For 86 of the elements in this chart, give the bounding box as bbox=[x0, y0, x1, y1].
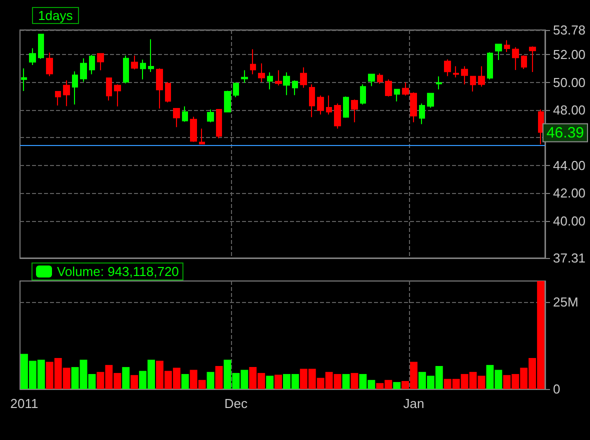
y-tick-label: 50.00 bbox=[553, 74, 586, 90]
candlestick bbox=[385, 78, 392, 97]
y-tick-label: 42.00 bbox=[553, 186, 586, 201]
candlestick bbox=[114, 84, 121, 107]
candlestick bbox=[21, 68, 27, 92]
candlestick bbox=[199, 128, 205, 144]
candlestick bbox=[148, 38, 154, 72]
bar bbox=[215, 366, 223, 389]
candlestick bbox=[89, 54, 95, 75]
y-tick-label: 0 bbox=[553, 382, 560, 396]
candlestick bbox=[97, 53, 104, 71]
bar bbox=[181, 374, 189, 389]
candlestick bbox=[250, 48, 256, 75]
candlestick bbox=[258, 62, 265, 83]
chart-title: 1days bbox=[38, 8, 74, 23]
candlestick bbox=[173, 108, 180, 128]
x-tick-label: 2011 bbox=[10, 396, 38, 411]
candlestick bbox=[360, 84, 366, 105]
candlestick bbox=[470, 76, 476, 92]
bar bbox=[206, 372, 214, 389]
candlestick bbox=[190, 116, 197, 142]
candlestick bbox=[267, 72, 273, 90]
bar bbox=[122, 367, 130, 389]
y-tick-label: 44.00 bbox=[553, 158, 586, 173]
candlestick bbox=[55, 90, 61, 106]
candlestick bbox=[156, 68, 163, 109]
bar bbox=[266, 376, 274, 389]
bar bbox=[342, 374, 350, 389]
candlestick bbox=[300, 66, 307, 88]
candlestick bbox=[80, 58, 87, 82]
candlestick bbox=[140, 59, 146, 80]
y-tick-label: 40.00 bbox=[553, 213, 586, 228]
candlestick bbox=[504, 40, 510, 53]
candlestick bbox=[317, 94, 324, 115]
candlestick bbox=[334, 103, 341, 130]
annotation: 46.39 bbox=[546, 124, 584, 142]
candlestick bbox=[453, 66, 459, 78]
bar bbox=[350, 372, 358, 389]
candlestick bbox=[495, 44, 502, 61]
candlestick bbox=[182, 106, 188, 122]
candlestick bbox=[292, 80, 298, 96]
candlestick bbox=[326, 94, 332, 115]
candlestick bbox=[427, 92, 434, 108]
candlestick bbox=[368, 74, 375, 87]
candlestick bbox=[207, 108, 214, 123]
candlestick bbox=[233, 82, 239, 98]
bar bbox=[393, 382, 401, 389]
candlestick bbox=[394, 88, 400, 102]
x-tick-label: Jan bbox=[403, 396, 424, 411]
candlestick bbox=[478, 66, 485, 88]
y-tick-label: 48.00 bbox=[553, 102, 586, 118]
candlestick bbox=[63, 80, 70, 107]
candlestick bbox=[224, 90, 231, 112]
candlestick bbox=[72, 70, 78, 105]
candlestick bbox=[521, 54, 527, 70]
candlestick bbox=[436, 76, 442, 90]
legend-label: Volume: 943,118,720 bbox=[57, 264, 179, 279]
y-tick-label: 53.78 bbox=[553, 22, 586, 38]
candlestick bbox=[309, 84, 315, 118]
candlestick bbox=[165, 82, 171, 103]
candlestick bbox=[241, 70, 248, 84]
y-tick-label: 37.31 bbox=[553, 250, 586, 266]
x-tick-label: Dec bbox=[224, 396, 248, 411]
candlestick bbox=[377, 72, 383, 84]
candlestick bbox=[487, 52, 493, 80]
candlestick bbox=[283, 72, 290, 96]
candlestick bbox=[106, 78, 112, 101]
bar bbox=[274, 374, 282, 389]
candlestick bbox=[461, 66, 468, 85]
candlestick bbox=[512, 46, 519, 71]
candlestick bbox=[419, 103, 425, 125]
candlestick bbox=[216, 108, 222, 139]
candlestick bbox=[123, 55, 129, 84]
y-tick-label: 25M bbox=[553, 294, 578, 310]
candlestick bbox=[29, 48, 36, 66]
candlestick bbox=[343, 96, 349, 118]
candlestick bbox=[38, 34, 44, 60]
candlestick bbox=[46, 52, 53, 77]
candlestick bbox=[444, 58, 451, 77]
candlestick bbox=[529, 46, 536, 72]
candlestick bbox=[131, 55, 138, 70]
candlestick bbox=[275, 70, 282, 86]
candlestick bbox=[351, 98, 358, 123]
y-tick-label: 52.00 bbox=[553, 47, 586, 62]
bar bbox=[130, 375, 138, 389]
candlestick bbox=[538, 108, 544, 145]
